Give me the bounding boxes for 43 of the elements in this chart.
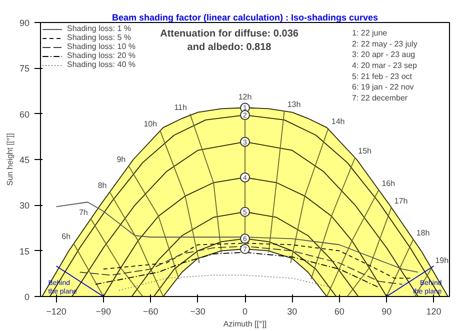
annotation: 16h — [382, 178, 396, 188]
y-tick-label: 15 — [19, 246, 30, 256]
line-series — [79, 246, 403, 285]
annotation: 6h — [62, 232, 71, 242]
x-tick-label: 60 — [334, 306, 344, 316]
x-tick-label: 0 — [242, 306, 248, 316]
legend-label: Shading loss: 10 % — [67, 42, 136, 51]
annotation: 17h — [394, 196, 408, 206]
x-tick-label: −30 — [190, 306, 206, 316]
x-tick-label: 120 — [426, 306, 442, 316]
y-tick-label: 30 — [19, 200, 30, 211]
line-series — [56, 202, 418, 273]
x-tick-label: 30 — [287, 306, 298, 316]
line-series — [118, 274, 332, 291]
annotation: 1: 22 june 2: 22 may - 23 july 3: 20 apr - 23 aug 4: 20 mar - 23 sep 5: 21 feb - 23 oct 6: 19 jan - 22 nov 7: 22 december — [352, 28, 418, 102]
annotation: 8h — [98, 181, 107, 190]
annotation: 7h — [78, 208, 88, 217]
annotation: 13h — [287, 100, 301, 109]
legend-label: Shading loss: 20 % — [67, 51, 136, 60]
annotation: 11h — [174, 102, 187, 112]
y-tick-label: 60 — [19, 109, 30, 120]
x-tick-label: −60 — [142, 306, 158, 316]
legend-label: Shading loss: 5 % — [67, 33, 132, 42]
annotation: Attenuation for diffuse: 0.036 and albedo: 0.818 — [160, 28, 299, 53]
annotation: 9h — [116, 154, 126, 164]
legend-label: Shading loss: 1 % — [67, 24, 132, 33]
chart-title: Beam shading factor (linear calculation) : Iso-shadings curves — [112, 12, 378, 22]
annotation: 12h — [238, 92, 252, 102]
x-axis-title: Azimuth [[°]] — [223, 320, 267, 328]
x-tick-label: 90 — [382, 306, 392, 316]
x-tick-label: −90 — [96, 306, 112, 316]
annotation: 19h — [435, 256, 449, 265]
y-tick-label: 75 — [19, 64, 30, 74]
annotation: 15h — [358, 146, 372, 156]
annotation: 14h — [331, 117, 345, 126]
x-tick-label: −120 — [46, 306, 66, 316]
y-axis-title: Sun height [[°]] — [5, 133, 14, 186]
y-tick-label: 90 — [19, 18, 30, 28]
legend-label: Shading loss: 40 % — [67, 60, 136, 69]
annotation: 10h — [144, 120, 158, 129]
annotation: 18h — [416, 228, 430, 238]
y-tick-label: 0 — [24, 292, 30, 302]
y-tick-label: 45 — [19, 155, 30, 165]
